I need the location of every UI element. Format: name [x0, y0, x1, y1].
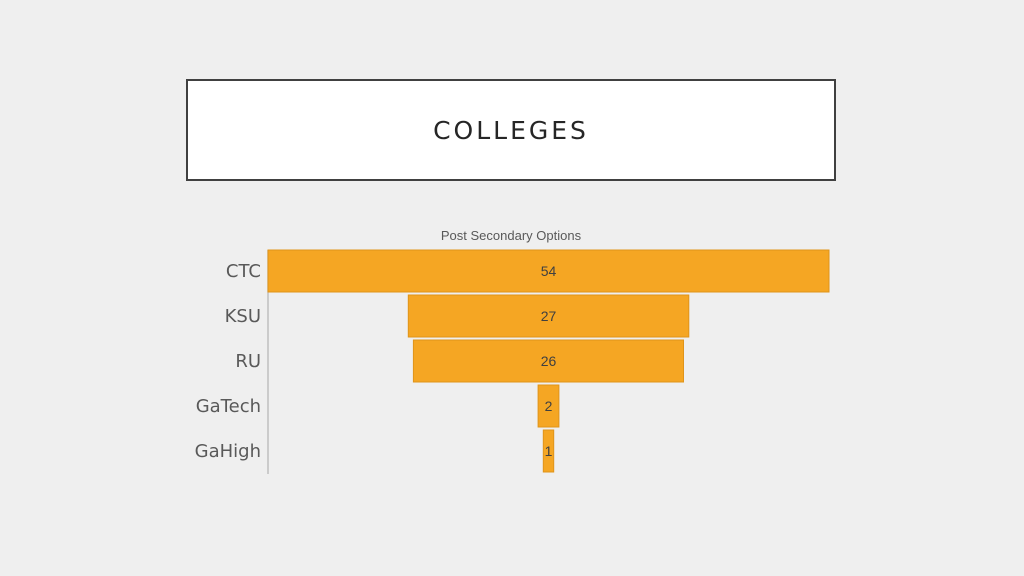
funnel-bar-gahigh [542, 429, 555, 473]
data-label-ksu: 27 [541, 308, 557, 324]
funnel-bar-ctc [267, 249, 830, 293]
funnel-bar-ksu [407, 294, 690, 338]
category-label-ru: RU [235, 351, 261, 372]
bars-group: 54 CTC 27 KSU 26 RU 2 GaTech 1 GaHigh [195, 249, 830, 473]
title-box: COLLEGES [186, 79, 836, 181]
category-label-ksu: KSU [225, 306, 261, 327]
data-label-ru: 26 [541, 353, 557, 369]
funnel-bar-gatech [537, 384, 560, 428]
data-label-gahigh: 1 [545, 443, 553, 459]
chart-title: Post Secondary Options [441, 228, 582, 243]
funnel-bar-ru [412, 339, 684, 383]
category-label-gahigh: GaHigh [195, 441, 261, 462]
slide-title: COLLEGES [433, 115, 589, 145]
data-label-gatech: 2 [545, 398, 553, 414]
category-label-gatech: GaTech [196, 396, 261, 417]
data-label-ctc: 54 [541, 263, 557, 279]
category-label-ctc: CTC [226, 261, 261, 282]
